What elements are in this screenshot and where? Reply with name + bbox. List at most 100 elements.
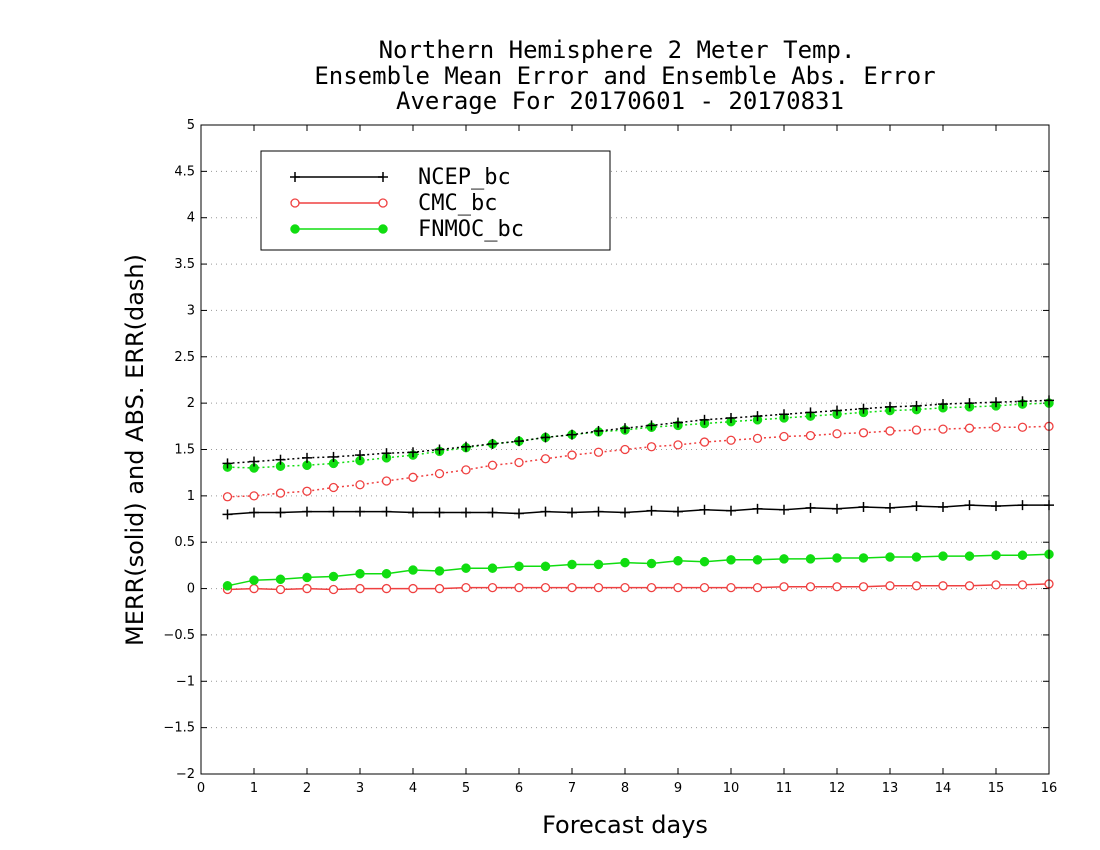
merr-point: [885, 502, 895, 513]
abs-err-point: [911, 400, 922, 411]
merr-point: [726, 505, 736, 516]
abs-err-point: [673, 440, 683, 450]
abs-err-point: [699, 414, 710, 425]
merr-point: [938, 551, 948, 561]
abs-err-point: [275, 454, 286, 465]
legend-entry-fnmoc-bc: FNMOC_bc: [290, 217, 524, 242]
x-tick-label: 10: [723, 781, 740, 796]
merr-point: [911, 501, 922, 512]
x-tick-label: 8: [621, 781, 629, 796]
x-tick-label: 6: [515, 781, 523, 796]
merr-point: [328, 584, 339, 595]
merr-point: [726, 582, 736, 593]
abs-err-point: [832, 429, 842, 439]
series-cmc-bc-abs-err: [222, 421, 1054, 502]
abs-err-point: [355, 450, 365, 461]
merr-point: [938, 581, 948, 591]
abs-err-point: [620, 444, 630, 455]
merr-point: [461, 563, 471, 573]
plot-frame: [200, 124, 1050, 775]
merr-point: [779, 554, 789, 564]
merr-point: [328, 571, 339, 582]
merr-point: [355, 568, 365, 579]
merr-point: [355, 506, 365, 517]
legend-marker-start: [290, 172, 300, 182]
series-cmc-bc: [222, 421, 1054, 595]
merr-point: [832, 582, 842, 592]
x-tick-label: 3: [356, 781, 364, 796]
merr-point: [540, 582, 551, 593]
merr-point: [805, 502, 816, 513]
x-tick-label: 11: [776, 781, 793, 796]
merr-point: [593, 582, 604, 593]
merr-point: [911, 581, 922, 591]
merr-point: [911, 552, 922, 562]
merr-line: [227, 583, 1050, 591]
abs-err-point: [832, 405, 842, 416]
merr-point: [514, 582, 524, 593]
merr-point: [1017, 550, 1028, 560]
y-tick-label: 3: [187, 303, 195, 318]
abs-err-point: [461, 465, 471, 475]
abs-err-line: [227, 402, 1050, 469]
legend-marker-end: [378, 198, 388, 208]
legend-label: FNMOC_bc: [418, 217, 524, 242]
merr-line: [227, 553, 1050, 587]
merr-point: [487, 582, 498, 593]
legend-entry-cmc-bc: CMC_bc: [290, 191, 497, 216]
merr-point: [964, 500, 975, 511]
abs-err-point: [408, 447, 418, 458]
merr-point: [567, 507, 577, 518]
abs-err-point: [514, 457, 524, 468]
chart-title: Northern Hemisphere 2 Meter Temp. Ensemb…: [314, 36, 935, 115]
merr-point: [275, 574, 286, 585]
x-tick-label: 13: [882, 781, 899, 796]
merr-point: [964, 551, 975, 561]
legend-entry-ncep-bc: NCEP_bc: [290, 165, 511, 190]
merr-point: [487, 507, 498, 518]
abs-err-point: [938, 424, 948, 434]
abs-err-point: [434, 444, 445, 455]
y-tick-label: −1: [176, 674, 195, 689]
merr-point: [699, 556, 710, 567]
abs-err-point: [646, 442, 657, 452]
abs-err-point: [249, 491, 259, 501]
merr-point: [779, 582, 789, 592]
abs-err-point: [885, 426, 895, 436]
x-tick-label: 5: [462, 781, 470, 796]
merr-point: [275, 507, 286, 518]
abs-err-point: [593, 447, 604, 457]
merr-point: [408, 565, 418, 575]
series-ncep-bc-merr: [222, 500, 1054, 520]
series-fnmoc-bc: [222, 398, 1054, 591]
merr-point: [275, 584, 286, 595]
abs-err-point: [1017, 422, 1028, 432]
merr-point: [355, 583, 365, 594]
merr-point: [593, 559, 604, 570]
merr-point: [699, 504, 710, 515]
merr-point: [328, 506, 339, 517]
abs-err-point: [222, 458, 233, 469]
merr-point: [620, 582, 630, 593]
merr-point: [514, 561, 524, 572]
merr-point: [885, 581, 895, 591]
x-tick-label: 4: [409, 781, 417, 796]
legend-marker-start: [290, 224, 300, 234]
merr-point: [1017, 500, 1028, 511]
abs-err-point: [779, 409, 789, 420]
merr-point: [249, 583, 259, 594]
merr-point: [434, 566, 445, 576]
merr-point: [302, 583, 312, 594]
merr-point: [991, 580, 1001, 590]
legend-label: NCEP_bc: [418, 165, 511, 190]
abs-err-point: [487, 460, 498, 470]
legend-marker-start: [290, 198, 300, 208]
series-ncep-bc-abs-err: [222, 395, 1054, 469]
y-tick-label: 2.5: [174, 350, 195, 365]
merr-point: [885, 552, 895, 562]
merr-point: [461, 507, 471, 518]
abs-err-point: [911, 425, 922, 435]
